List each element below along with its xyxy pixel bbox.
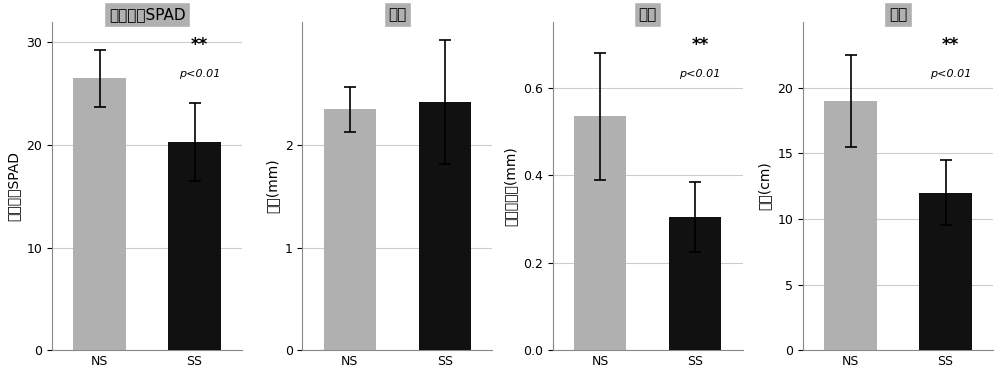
Title: 光合强度SPAD: 光合强度SPAD xyxy=(109,7,185,22)
Y-axis label: 光合强度SPAD: 光合强度SPAD xyxy=(7,151,21,221)
Title: 茎粗: 茎粗 xyxy=(388,7,407,22)
Bar xyxy=(574,116,626,350)
Bar xyxy=(824,101,877,350)
Y-axis label: 茎粗(mm): 茎粗(mm) xyxy=(265,159,279,213)
Bar xyxy=(419,102,471,350)
Bar xyxy=(168,142,221,350)
Text: p<0.01: p<0.01 xyxy=(930,69,971,80)
Text: **: ** xyxy=(942,36,959,54)
Text: p<0.01: p<0.01 xyxy=(179,69,220,80)
Y-axis label: 株高(cm): 株高(cm) xyxy=(758,162,772,210)
Text: **: ** xyxy=(691,36,709,54)
Title: 株高: 株高 xyxy=(889,7,907,22)
Bar xyxy=(73,78,126,350)
Text: **: ** xyxy=(191,36,208,54)
Y-axis label: 地上部鲜重(mm): 地上部鲜重(mm) xyxy=(503,146,517,226)
Text: p<0.01: p<0.01 xyxy=(679,69,721,80)
Bar xyxy=(669,217,721,350)
Bar xyxy=(919,193,972,350)
Title: 鲜重: 鲜重 xyxy=(639,7,657,22)
Bar xyxy=(324,109,376,350)
